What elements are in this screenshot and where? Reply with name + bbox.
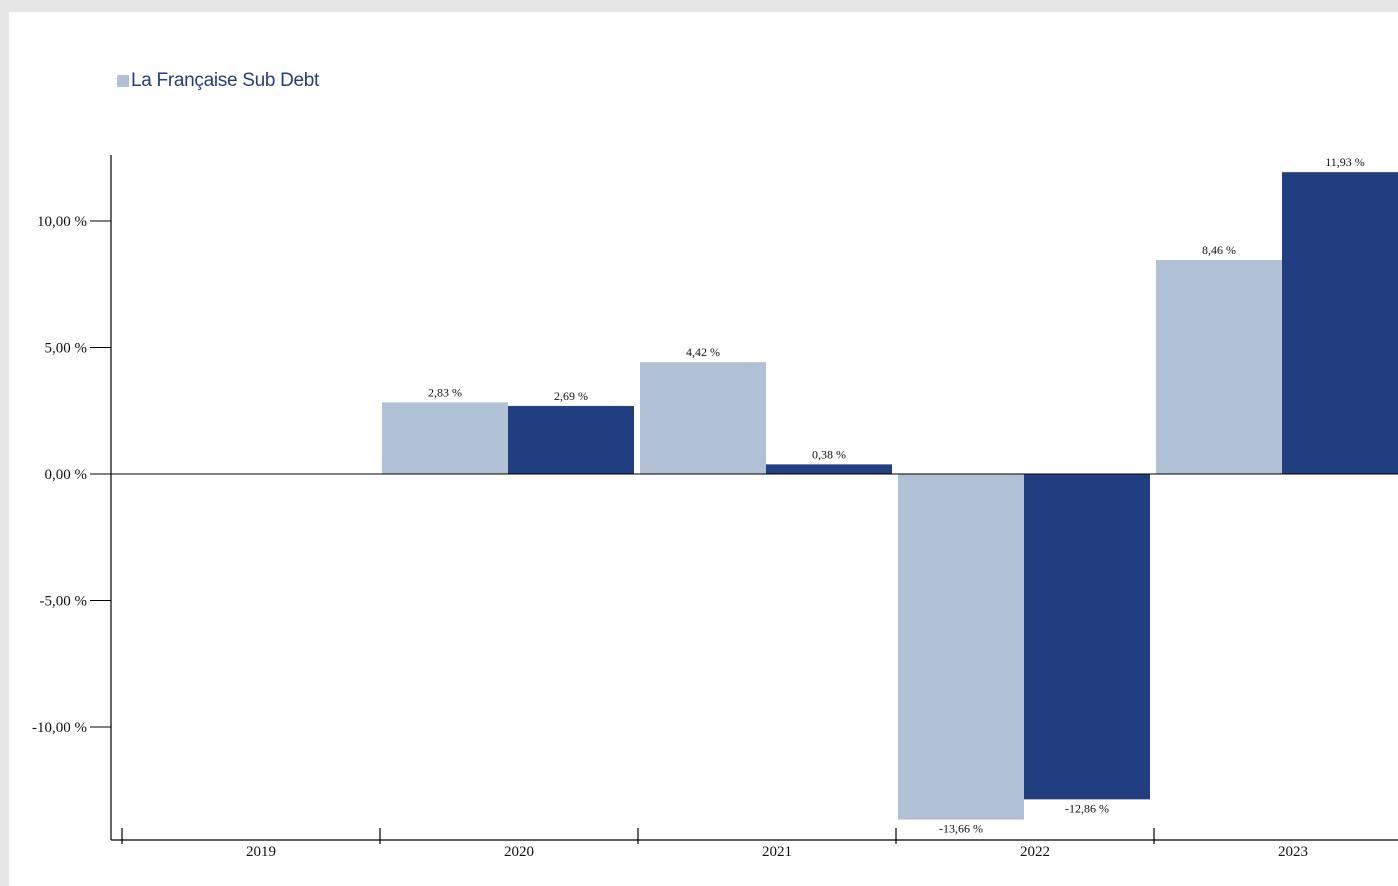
data-label: 2,69 % — [554, 389, 588, 403]
x-tick-label: 2021 — [762, 844, 792, 860]
x-tick-label: 2023 — [1278, 844, 1308, 860]
bar-2021-series-1 — [640, 362, 766, 474]
bar-2023-series-1 — [1156, 259, 1282, 474]
data-label: 2,83 % — [428, 385, 462, 399]
data-label: -12,86 % — [1065, 801, 1109, 815]
data-label: 0,38 % — [812, 447, 846, 461]
legend-label: La Française Sub Debt — [131, 70, 320, 91]
data-label: 8,46 % — [1202, 243, 1236, 257]
bar-2022-series-1 — [898, 474, 1024, 820]
y-tick-label: -10,00 % — [32, 720, 87, 736]
y-tick-label: 10,00 % — [37, 214, 87, 230]
y-tick-label: 0,00 % — [45, 467, 88, 483]
x-tick-label: 2022 — [1020, 844, 1050, 860]
legend: La Française Sub Debt — [117, 70, 319, 92]
bar-2020-series-1 — [382, 402, 508, 474]
bar-2021-series-2 — [766, 464, 892, 474]
y-tick-label: -5,00 % — [40, 594, 88, 610]
data-label: 4,42 % — [686, 345, 720, 359]
legend-swatch — [117, 75, 129, 87]
x-tick-label: 2020 — [504, 844, 534, 860]
bar-2020-series-2 — [508, 405, 634, 474]
bar-2022-series-2 — [1024, 474, 1150, 800]
y-tick-label: 5,00 % — [45, 341, 88, 357]
bar-2023-series-2 — [1282, 172, 1398, 474]
data-label: 11,93 % — [1325, 155, 1365, 169]
data-label: -13,66 % — [939, 822, 983, 836]
x-tick-label: 2019 — [246, 844, 276, 860]
